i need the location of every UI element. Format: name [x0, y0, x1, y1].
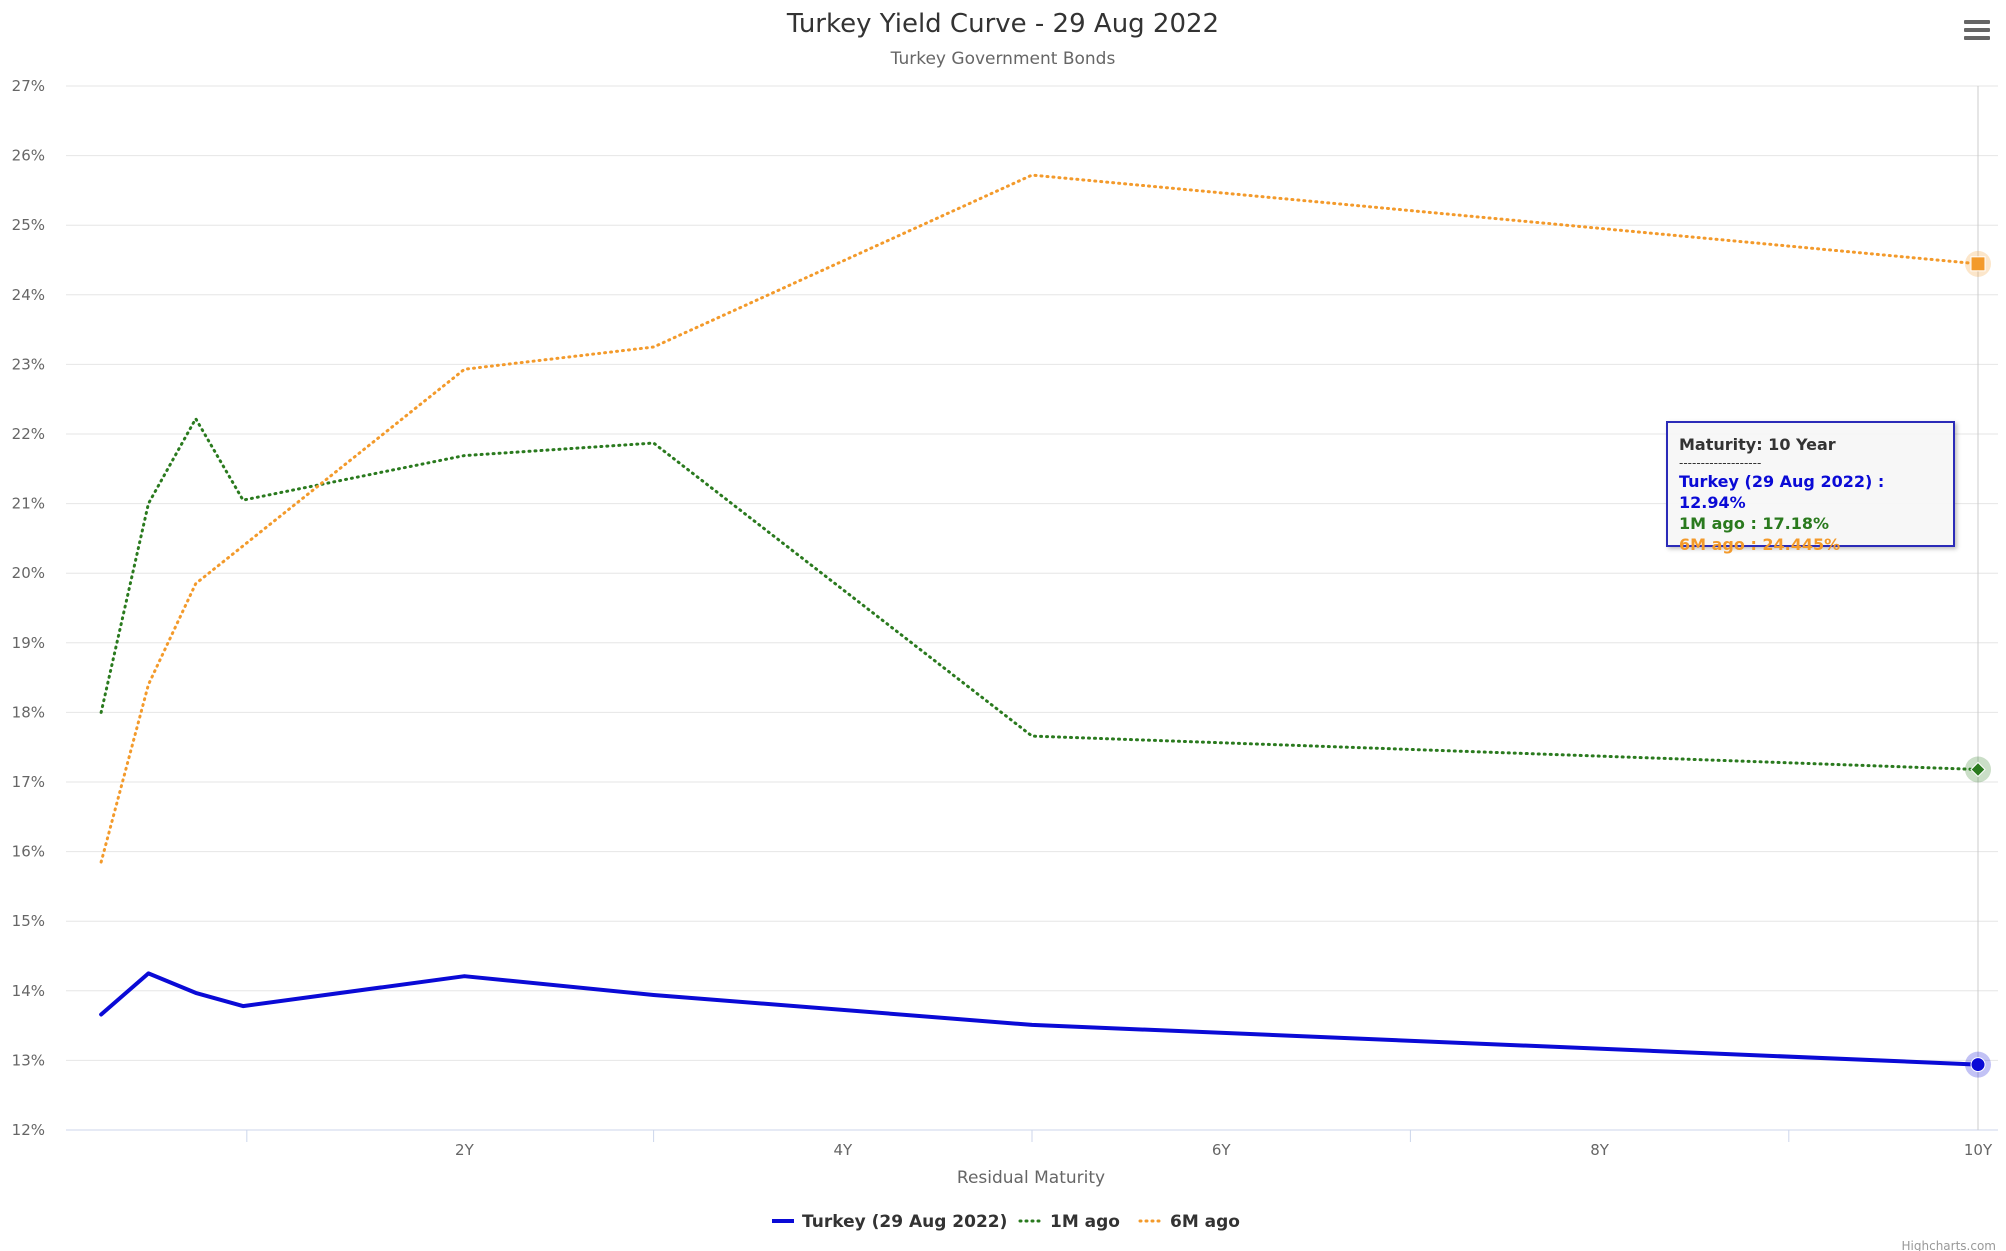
series-line-0 — [99, 971, 1980, 1067]
y-axis-ticks: 12% 13% 14% 15% 16% 17% 18% 19% 20% 21% 22% 23% 24% 2… — [12, 77, 45, 1139]
y-tick-label: 25% — [12, 216, 45, 234]
x-tick-label: 4Y — [833, 1141, 853, 1159]
y-tick-label: 22% — [12, 425, 45, 443]
hamburger-menu-icon[interactable] — [1964, 20, 1990, 42]
chart-subtitle: Turkey Government Bonds — [890, 49, 1116, 69]
y-tick-label: 20% — [12, 564, 45, 582]
series-point-marker — [1970, 1057, 1986, 1073]
credits-link[interactable]: Highcharts.com — [1902, 1239, 1996, 1251]
y-tick-label: 19% — [12, 634, 45, 652]
tooltip-separator: ------------------- — [1679, 456, 1762, 470]
y-tick-label: 14% — [12, 982, 45, 1000]
series-point-marker — [1970, 256, 1986, 272]
legend-item-label: Turkey (29 Aug 2022) — [802, 1212, 1007, 1232]
y-tick-label: 15% — [12, 912, 45, 930]
series-line-1 — [99, 417, 1980, 771]
y-tick-label: 21% — [12, 495, 45, 513]
y-tick-label: 18% — [12, 703, 45, 721]
y-tick-label: 26% — [12, 147, 45, 165]
tooltip-line-6m: 6M ago : 24.445% — [1679, 535, 1841, 554]
tooltip-header: Maturity: 10 Year — [1679, 435, 1836, 454]
y-tick-label: 12% — [12, 1121, 45, 1139]
x-tick-label: 8Y — [1590, 1141, 1610, 1159]
tooltip-line-1m: 1M ago : 17.18% — [1679, 514, 1830, 533]
x-tick-label: 6Y — [1212, 1141, 1232, 1159]
x-axis-title: Residual Maturity — [957, 1168, 1105, 1188]
legend-item-label: 1M ago — [1050, 1212, 1120, 1232]
legend[interactable]: Turkey (29 Aug 2022) 1M ago 6M ago — [772, 1212, 1240, 1232]
x-tick-label: 2Y — [455, 1141, 475, 1159]
y-tick-label: 24% — [12, 286, 45, 304]
y-tick-label: 17% — [12, 773, 45, 791]
x-axis: 2Y 4Y 6Y 8Y 10Y — [66, 1129, 1998, 1159]
y-tick-label: 16% — [12, 843, 45, 861]
tooltip-line-turkey: Turkey (29 Aug 2022) : 12.94% — [1679, 472, 1885, 512]
chart-title: Turkey Yield Curve - 29 Aug 2022 — [786, 9, 1219, 39]
y-tick-label: 13% — [12, 1051, 45, 1069]
y-tick-label: 23% — [12, 355, 45, 373]
y-tick-label: 27% — [12, 77, 45, 95]
tooltip: Maturity: 10 Year ------------------- Tu… — [1666, 421, 1955, 554]
x-tick-label: 10Y — [1964, 1141, 1993, 1159]
series-point-marker — [1970, 761, 1986, 778]
series-layer — [99, 173, 1991, 1078]
grid-lines — [66, 85, 1998, 1131]
legend-item-label: 6M ago — [1170, 1212, 1240, 1232]
